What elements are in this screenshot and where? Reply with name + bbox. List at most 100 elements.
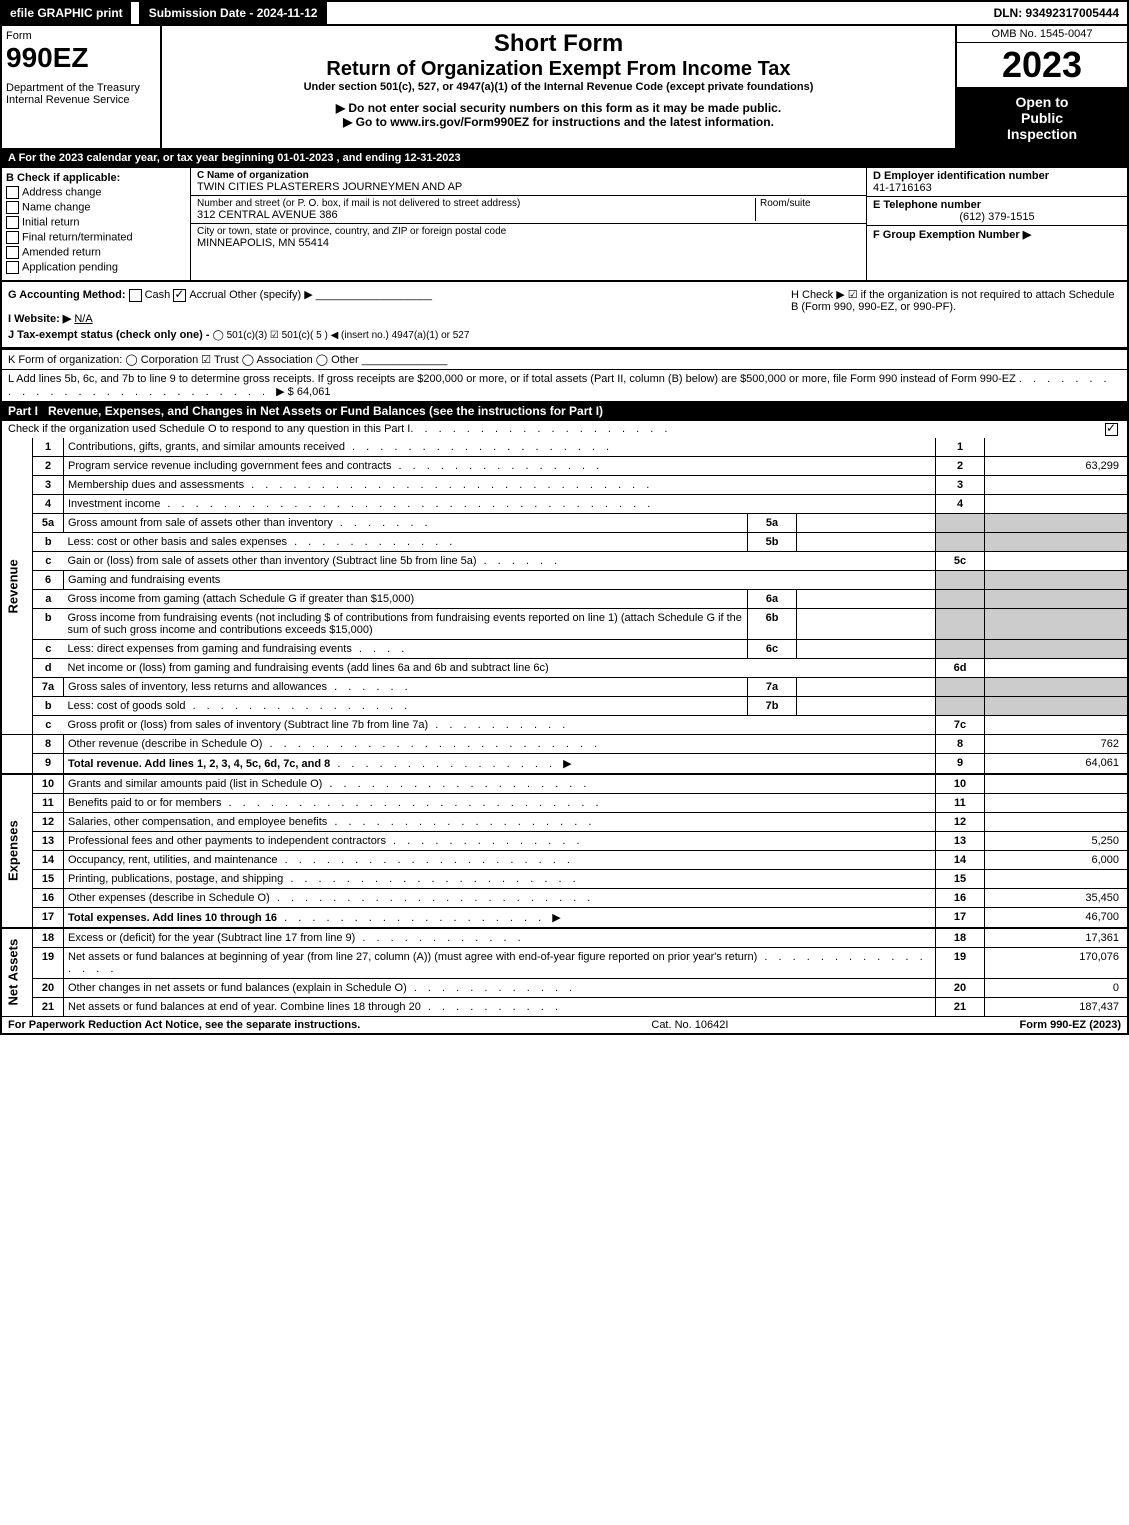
line-5a-num: 5a xyxy=(33,513,64,532)
line-7c-box: 7c xyxy=(936,715,985,734)
column-d: D Employer identification number 41-1716… xyxy=(866,168,1127,280)
j-options: 501(c)(3) ☑ 501(c)( 5 ) ◀ (insert no.) 4… xyxy=(227,330,470,341)
g-cash: Cash xyxy=(145,289,171,301)
form-subtitle: Under section 501(c), 527, or 4947(a)(1)… xyxy=(166,81,951,93)
line-14-box: 14 xyxy=(936,850,985,869)
table-row: 8 Other revenue (describe in Schedule O)… xyxy=(1,734,1128,753)
tax-year: 2023 xyxy=(957,43,1127,88)
room-label: Room/suite xyxy=(760,198,860,209)
header-right: OMB No. 1545-0047 2023 Open to Public In… xyxy=(955,26,1127,148)
netassets-vlabel: Net Assets xyxy=(1,928,33,1017)
line-21-box: 21 xyxy=(936,997,985,1016)
line-l: L Add lines 5b, 6c, and 7b to line 9 to … xyxy=(0,369,1129,401)
line-11-num: 11 xyxy=(33,793,64,812)
table-row: 20 Other changes in net assets or fund b… xyxy=(1,978,1128,997)
footer-formref: Form 990-EZ (2023) xyxy=(1020,1019,1121,1031)
line-6c-text: Less: direct expenses from gaming and fu… xyxy=(68,643,352,655)
line-3-num: 3 xyxy=(33,475,64,494)
cash-checkbox[interactable] xyxy=(129,289,142,302)
line-7b-sub: 7b xyxy=(748,696,797,715)
table-row: 21 Net assets or fund balances at end of… xyxy=(1,997,1128,1016)
line-6d-num: d xyxy=(33,658,64,677)
table-row: Net Assets 18 Excess or (deficit) for th… xyxy=(1,928,1128,948)
form-header: Form 990EZ Department of the Treasury In… xyxy=(0,26,1129,150)
check-name-change[interactable]: Name change xyxy=(6,201,186,214)
instructions-link[interactable]: ▶ Go to www.irs.gov/Form990EZ for instru… xyxy=(166,115,951,129)
line-7c-val xyxy=(985,715,1129,734)
check-final-return[interactable]: Final return/terminated xyxy=(6,231,186,244)
line-6-greybox xyxy=(936,570,985,589)
line-7b-greybox xyxy=(936,696,985,715)
table-row: b Less: cost or other basis and sales ex… xyxy=(1,532,1128,551)
g-other: Other (specify) ▶ xyxy=(229,289,313,301)
line-6b-sub: 6b xyxy=(748,608,797,639)
table-row: c Gain or (loss) from sale of assets oth… xyxy=(1,551,1128,570)
line-5a-greyval xyxy=(985,513,1129,532)
open-line1: Open to xyxy=(1016,94,1069,110)
line-6c-subval xyxy=(797,639,936,658)
irs-label: Internal Revenue Service xyxy=(6,94,156,106)
line-16-box: 16 xyxy=(936,888,985,907)
check-initial-label: Initial return xyxy=(22,216,79,228)
line-11-text: Benefits paid to or for members xyxy=(68,797,221,809)
check-address-change[interactable]: Address change xyxy=(6,186,186,199)
table-row: c Gross profit or (loss) from sales of i… xyxy=(1,715,1128,734)
ein-label: D Employer identification number xyxy=(873,170,1121,182)
line-21-val: 187,437 xyxy=(985,997,1129,1016)
line-13-text: Professional fees and other payments to … xyxy=(68,835,386,847)
line-21-num: 21 xyxy=(33,997,64,1016)
line-6a-text: Gross income from gaming (attach Schedul… xyxy=(64,589,748,608)
line-6-text: Gaming and fundraising events xyxy=(64,570,936,589)
check-address-label: Address change xyxy=(22,186,102,198)
table-row: 13 Professional fees and other payments … xyxy=(1,831,1128,850)
line-l-amount: ▶ $ 64,061 xyxy=(276,386,330,398)
part-1-check-text: Check if the organization used Schedule … xyxy=(8,423,410,436)
line-2-num: 2 xyxy=(33,456,64,475)
line-15-box: 15 xyxy=(936,869,985,888)
table-row: 5a Gross amount from sale of assets othe… xyxy=(1,513,1128,532)
line-9-val: 64,061 xyxy=(985,753,1129,774)
line-5a-sub: 5a xyxy=(748,513,797,532)
table-row: d Net income or (loss) from gaming and f… xyxy=(1,658,1128,677)
line-7c-text: Gross profit or (loss) from sales of inv… xyxy=(68,719,429,731)
line-15-num: 15 xyxy=(33,869,64,888)
part-1-label: Part I xyxy=(8,404,48,418)
line-1-val xyxy=(985,438,1129,457)
accrual-checkbox[interactable] xyxy=(173,289,186,302)
col-b-title: B Check if applicable: xyxy=(6,172,186,184)
line-k-text: K Form of organization: ◯ Corporation ☑ … xyxy=(8,354,359,366)
tel-label: E Telephone number xyxy=(873,199,1121,211)
check-amended-return[interactable]: Amended return xyxy=(6,246,186,259)
line-5a-greybox xyxy=(936,513,985,532)
line-5c-val xyxy=(985,551,1129,570)
part-1-check: Check if the organization used Schedule … xyxy=(0,421,1129,438)
header-center: Short Form Return of Organization Exempt… xyxy=(162,26,955,148)
ssn-warning: ▶ Do not enter social security numbers o… xyxy=(166,101,951,115)
table-row: b Less: cost of goods sold . . . . . . .… xyxy=(1,696,1128,715)
table-row: 6 Gaming and fundraising events xyxy=(1,570,1128,589)
line-2-text: Program service revenue including govern… xyxy=(68,460,391,472)
check-initial-return[interactable]: Initial return xyxy=(6,216,186,229)
line-7b-subval xyxy=(797,696,936,715)
line-8-text: Other revenue (describe in Schedule O) xyxy=(68,738,262,750)
table-row: 16 Other expenses (describe in Schedule … xyxy=(1,888,1128,907)
table-row: 11 Benefits paid to or for members . . .… xyxy=(1,793,1128,812)
line-6d-box: 6d xyxy=(936,658,985,677)
efile-print-label[interactable]: efile GRAPHIC print xyxy=(2,2,131,24)
schedule-o-checkbox[interactable] xyxy=(1105,423,1118,436)
check-app-pending[interactable]: Application pending xyxy=(6,261,186,274)
footer-bar: For Paperwork Reduction Act Notice, see … xyxy=(0,1017,1129,1035)
line-20-num: 20 xyxy=(33,978,64,997)
line-5c-text: Gain or (loss) from sale of assets other… xyxy=(68,555,477,567)
top-bar: efile GRAPHIC print Submission Date - 20… xyxy=(0,0,1129,26)
line-4-val xyxy=(985,494,1129,513)
line-6a-subval xyxy=(797,589,936,608)
org-name: TWIN CITIES PLASTERERS JOURNEYMEN AND AP xyxy=(197,181,860,193)
table-row: 4 Investment income . . . . . . . . . . … xyxy=(1,494,1128,513)
line-11-box: 11 xyxy=(936,793,985,812)
line-9-text: Total revenue. Add lines 1, 2, 3, 4, 5c,… xyxy=(68,758,330,770)
line-5b-num: b xyxy=(33,532,64,551)
line-6a-greybox xyxy=(936,589,985,608)
line-19-box: 19 xyxy=(936,947,985,978)
line-10-num: 10 xyxy=(33,774,64,794)
